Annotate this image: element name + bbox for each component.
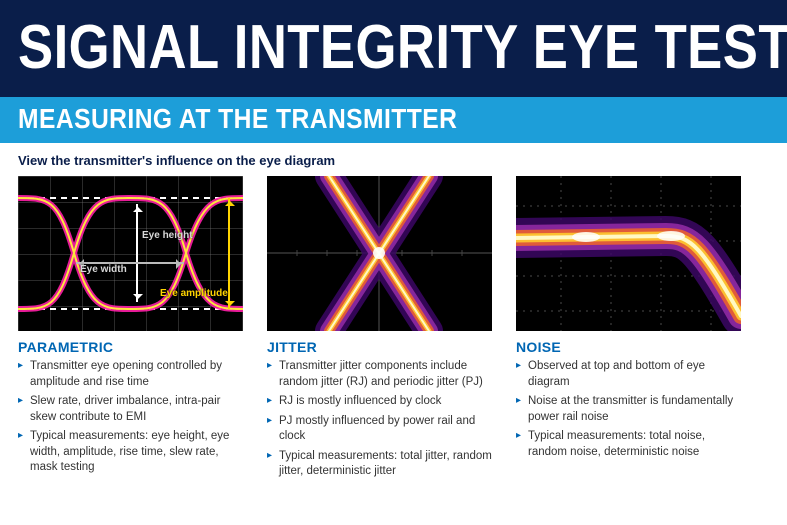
- label-eye-height: Eye height: [142, 230, 193, 241]
- col-parametric: Eye height Eye width Eye amplitude PARAM…: [18, 176, 243, 484]
- list-item: RJ is mostly influenced by clock: [267, 394, 492, 410]
- heading-noise: NOISE: [516, 339, 741, 355]
- list-item: Typical measurements: eye height, eye wi…: [18, 429, 243, 476]
- label-eye-amplitude: Eye amplitude: [160, 288, 228, 299]
- columns: Eye height Eye width Eye amplitude PARAM…: [18, 176, 769, 484]
- list-item: Transmitter jitter components include ra…: [267, 359, 492, 390]
- figure-noise: [516, 176, 741, 331]
- figure-jitter: [267, 176, 492, 331]
- sub-banner: MEASURING AT THE TRANSMITTER: [0, 97, 787, 143]
- list-item: Typical measurements: total jitter, rand…: [267, 449, 492, 480]
- jitter-svg: [267, 176, 492, 331]
- content-area: View the transmitter's influence on the …: [0, 143, 787, 494]
- list-item: Transmitter eye opening controlled by am…: [18, 359, 243, 390]
- list-item: Slew rate, driver imbalance, intra-pair …: [18, 394, 243, 425]
- col-jitter: JITTER Transmitter jitter components inc…: [267, 176, 492, 484]
- figure-parametric: Eye height Eye width Eye amplitude: [18, 176, 243, 331]
- noise-svg: [516, 176, 741, 331]
- page-title: SIGNAL INTEGRITY EYE TEST: [18, 12, 656, 83]
- list-item: Typical measurements: total noise, rando…: [516, 429, 741, 460]
- heading-parametric: PARAMETRIC: [18, 339, 243, 355]
- list-item: PJ mostly influenced by power rail and c…: [267, 414, 492, 445]
- arrow-eye-amplitude: [228, 198, 230, 309]
- label-eye-width: Eye width: [80, 264, 127, 275]
- col-noise: NOISE Observed at top and bottom of eye …: [516, 176, 741, 484]
- bullets-jitter: Transmitter jitter components include ra…: [267, 359, 492, 480]
- section-title: MEASURING AT THE TRANSMITTER: [18, 103, 679, 135]
- bullets-noise: Observed at top and bottom of eye diagra…: [516, 359, 741, 460]
- heading-jitter: JITTER: [267, 339, 492, 355]
- arrow-eye-height: [136, 204, 138, 302]
- intro-text: View the transmitter's influence on the …: [18, 153, 769, 168]
- main-banner: SIGNAL INTEGRITY EYE TEST: [0, 0, 787, 97]
- list-item: Noise at the transmitter is fundamentall…: [516, 394, 741, 425]
- eye-svg: [18, 176, 243, 331]
- bullets-parametric: Transmitter eye opening controlled by am…: [18, 359, 243, 476]
- list-item: Observed at top and bottom of eye diagra…: [516, 359, 741, 390]
